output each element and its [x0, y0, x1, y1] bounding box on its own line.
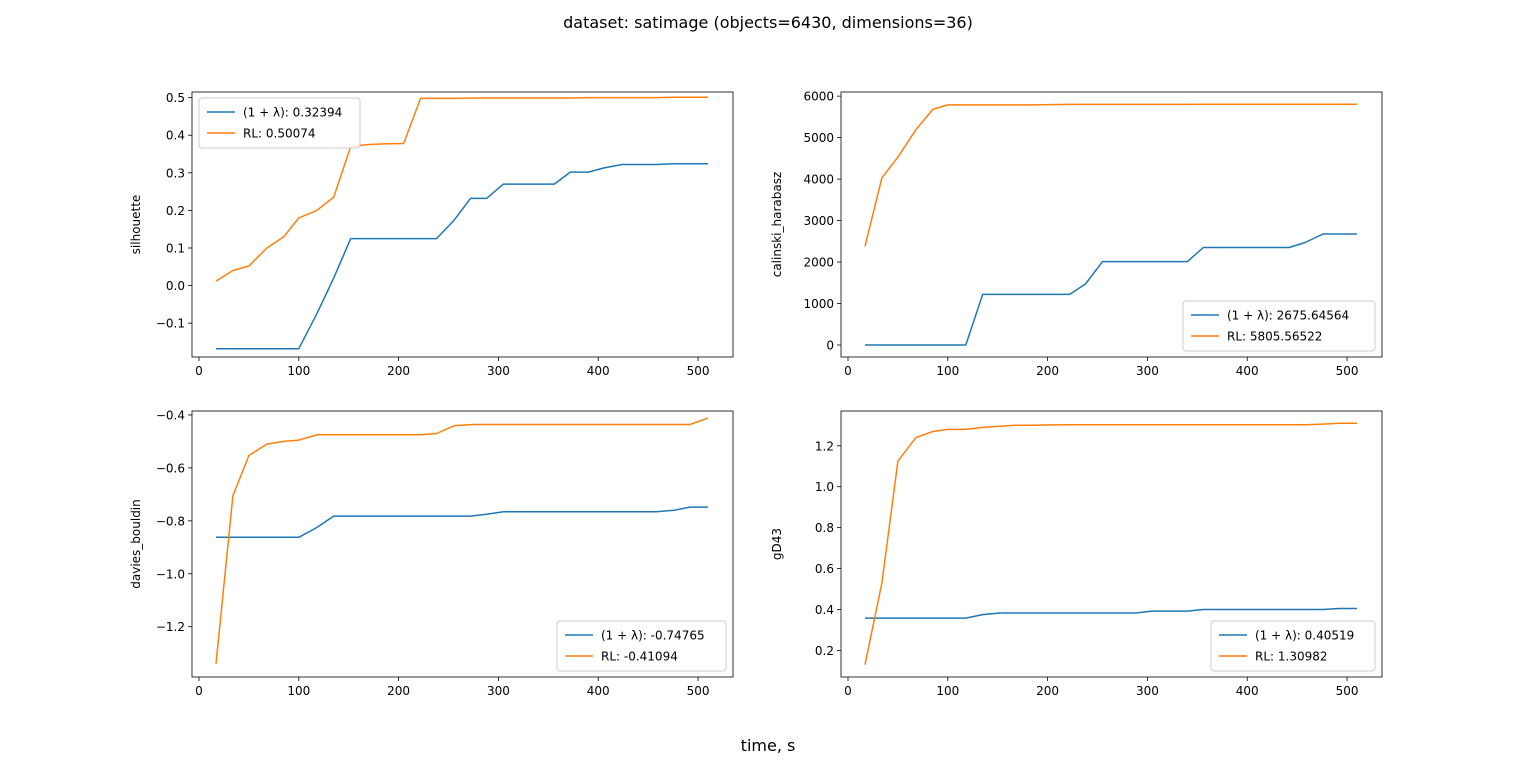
- series-line-1: [865, 607, 1357, 619]
- figure-xlabel: time, s: [741, 736, 796, 755]
- x-tick-label: 0: [844, 684, 852, 698]
- series-line-1: [865, 233, 1357, 346]
- y-tick-label: 0.0: [166, 279, 185, 293]
- legend: (1 + λ): 0.32394 RL: 0.50074: [198, 97, 361, 149]
- subplot-1: 0 100 200 300 400 500 −0.1 0.0 0.1 0.2 0.3 0.4 0.5 si…: [129, 91, 734, 378]
- x-tick-label: 0: [195, 684, 203, 698]
- y-tick-label: −1.2: [156, 620, 185, 634]
- y-tick-label: −0.8: [156, 514, 185, 528]
- series-line-2: [864, 422, 1357, 665]
- y-axis-label: calinski_harabasz: [770, 172, 784, 278]
- legend-label: (1 + λ): -0.74765: [601, 629, 705, 643]
- x-tick-label: 300: [487, 364, 510, 378]
- x-tick-label: 200: [387, 364, 410, 378]
- series-line-1: [216, 163, 708, 350]
- x-tick-label: 500: [687, 364, 710, 378]
- legend-label: RL: 5805.56522: [1227, 330, 1322, 344]
- x-tick-label: 500: [1336, 684, 1359, 698]
- series-line-2: [864, 103, 1357, 247]
- plot-frame: [191, 91, 734, 358]
- x-tick-label: 100: [287, 364, 310, 378]
- x-tick-label: 100: [936, 364, 959, 378]
- x-tick-label: 400: [1236, 364, 1259, 378]
- y-tick-label: 6000: [803, 90, 834, 104]
- y-tick-label: 1.0: [815, 480, 834, 494]
- x-tick-label: 0: [195, 364, 203, 378]
- y-tick-label: −0.4: [156, 408, 185, 422]
- legend: (1 + λ): -0.74765 RL: -0.41094: [556, 620, 727, 672]
- legend-box: [1210, 620, 1376, 672]
- y-tick-label: 0.5: [166, 91, 185, 105]
- x-tick-label: 400: [587, 364, 610, 378]
- y-tick-label: 3000: [803, 214, 834, 228]
- legend-label: (1 + λ): 0.32394: [243, 106, 342, 120]
- subplot-2: 0 100 200 300 400 500010002000300040005000600…: [770, 90, 1383, 378]
- x-tick-label: 100: [287, 684, 310, 698]
- y-tick-label: 0.6: [815, 562, 834, 576]
- figure-suptitle: dataset: satimage (objects=6430, dimensi…: [563, 13, 973, 32]
- legend: (1 + λ): 2675.64564 RL: 5805.56522: [1182, 300, 1376, 352]
- y-tick-label: 0.4: [166, 129, 185, 143]
- legend-box: [556, 620, 727, 672]
- y-tick-label: 1.2: [815, 439, 834, 453]
- x-tick-label: 500: [687, 684, 710, 698]
- x-tick-label: 100: [936, 684, 959, 698]
- series-line-1: [216, 506, 708, 539]
- y-tick-label: 0.3: [166, 166, 185, 180]
- x-tick-label: 200: [1036, 364, 1059, 378]
- x-tick-label: 0: [844, 364, 852, 378]
- legend: (1 + λ): 0.40519 RL: 1.30982: [1210, 620, 1376, 672]
- legend-label: RL: 1.30982: [1255, 650, 1328, 664]
- y-axis-label: gD43: [770, 528, 784, 560]
- x-tick-label: 400: [587, 684, 610, 698]
- x-tick-label: 300: [1136, 684, 1159, 698]
- x-tick-label: 200: [1036, 684, 1059, 698]
- y-tick-label: 0: [826, 338, 834, 352]
- y-tick-label: 0.2: [166, 204, 185, 218]
- legend-box: [198, 97, 361, 149]
- y-tick-label: 4000: [803, 173, 834, 187]
- legend-label: RL: 0.50074: [243, 127, 316, 141]
- plot-frame: [191, 410, 734, 678]
- plot-frame: [840, 410, 1383, 678]
- y-tick-label: −0.6: [156, 461, 185, 475]
- subplot-grid: 0 100 200 300 400 500 −0.1 0.0 0.1 0.2 0.3 0.4 0.5 si…: [129, 90, 1383, 698]
- x-tick-label: 300: [1136, 364, 1159, 378]
- y-tick-label: 1000: [803, 297, 834, 311]
- y-tick-label: −1.0: [156, 567, 185, 581]
- y-tick-label: −0.1: [156, 317, 185, 331]
- y-tick-label: 0.2: [815, 644, 834, 658]
- x-tick-label: 300: [487, 684, 510, 698]
- x-tick-label: 400: [1236, 684, 1259, 698]
- x-tick-label: 500: [1336, 364, 1359, 378]
- legend-label: (1 + λ): 0.40519: [1255, 629, 1354, 643]
- y-tick-label: 0.4: [815, 603, 834, 617]
- subplot-3: 0 100 200 300 400 500 −1.2 −1.0 −0.8 −0.6 −0.4 davi…: [129, 408, 734, 698]
- series-line-2: [215, 96, 708, 282]
- subplot-4: 0 100 200 300 400 500 0.2 0.4 0.6 0.8 1.0 1.2 gD43 (1…: [770, 410, 1383, 698]
- legend-box: [1182, 300, 1376, 352]
- plot-frame: [840, 91, 1383, 358]
- y-tick-label: 5000: [803, 131, 834, 145]
- y-tick-label: 2000: [803, 256, 834, 270]
- legend-label: RL: -0.41094: [601, 650, 678, 664]
- series-line-2: [215, 417, 709, 664]
- x-tick-label: 200: [387, 684, 410, 698]
- y-axis-label: davies_bouldin: [129, 499, 143, 589]
- y-tick-label: 0.8: [815, 521, 834, 535]
- legend-label: (1 + λ): 2675.64564: [1227, 309, 1349, 323]
- y-axis-label: silhouette: [129, 195, 143, 255]
- y-tick-label: 0.1: [166, 241, 185, 255]
